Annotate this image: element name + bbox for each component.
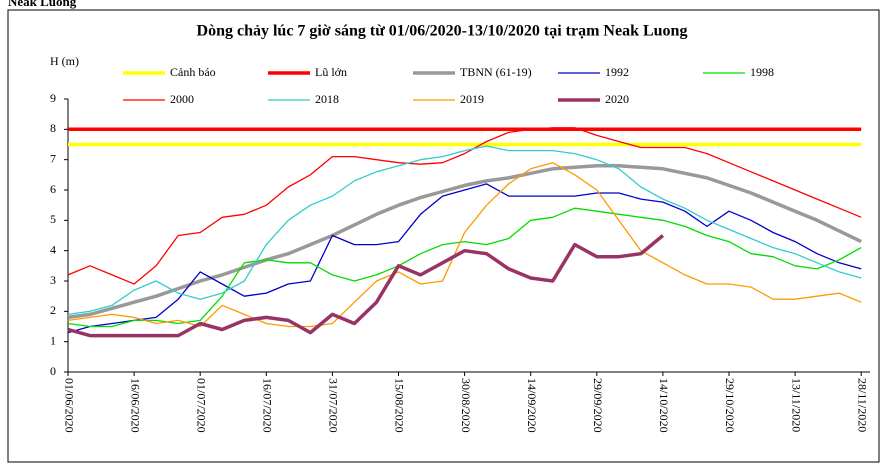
x-tick-label: 30/08/2020 bbox=[459, 378, 473, 433]
series-line bbox=[67, 127, 862, 285]
y-tick-label: 6 bbox=[50, 182, 56, 196]
y-tick-label: 2 bbox=[50, 303, 56, 317]
legend-label: 1992 bbox=[605, 65, 629, 79]
x-tick-label: 31/07/2020 bbox=[327, 378, 341, 433]
y-axis-label: H (m) bbox=[50, 54, 79, 68]
x-tick-label: 15/08/2020 bbox=[393, 378, 407, 433]
x-tick-label: 16/06/2020 bbox=[128, 378, 142, 433]
legend-label: 2018 bbox=[315, 92, 339, 106]
y-tick-label: 9 bbox=[50, 91, 56, 105]
x-tick-label: 16/07/2020 bbox=[261, 378, 275, 433]
chart-title: Dòng chảy lúc 7 giờ sáng từ 01/06/2020-1… bbox=[197, 23, 688, 40]
y-tick-label: 1 bbox=[50, 333, 56, 347]
x-tick-label: 28/11/2020 bbox=[855, 378, 869, 432]
series-line bbox=[67, 234, 665, 338]
series-line bbox=[67, 183, 862, 334]
x-tick-label: 29/10/2020 bbox=[723, 378, 737, 433]
chart-frame bbox=[7, 9, 880, 463]
x-tick-label: 01/07/2020 bbox=[194, 378, 208, 433]
legend-label: 2000 bbox=[170, 92, 194, 106]
legend-label: Cảnh báo bbox=[170, 65, 216, 79]
series-line bbox=[67, 145, 862, 316]
y-tick-label: 0 bbox=[50, 364, 56, 378]
x-tick-label: 29/09/2020 bbox=[591, 378, 605, 433]
series-line bbox=[67, 162, 862, 328]
series-line bbox=[67, 207, 862, 328]
y-tick-label: 5 bbox=[50, 212, 56, 226]
y-tick-label: 4 bbox=[50, 242, 56, 256]
x-tick-label: 01/06/2020 bbox=[62, 378, 76, 433]
legend-label: 2019 bbox=[460, 92, 484, 106]
legend-label: TBNN (61-19) bbox=[460, 65, 532, 79]
header-text: Neak Luong bbox=[8, 0, 77, 9]
y-tick-label: 8 bbox=[50, 121, 56, 135]
x-tick-label: 13/11/2020 bbox=[789, 378, 803, 432]
x-tick-label: 14/09/2020 bbox=[525, 378, 539, 433]
series-line bbox=[67, 163, 862, 320]
y-tick-label: 7 bbox=[50, 151, 56, 165]
legend-label: 2020 bbox=[605, 92, 629, 106]
legend-label: 1998 bbox=[750, 65, 774, 79]
y-tick-label: 3 bbox=[50, 273, 56, 287]
x-tick-label: 14/10/2020 bbox=[657, 378, 671, 433]
legend-label: Lũ lớn bbox=[315, 65, 347, 79]
